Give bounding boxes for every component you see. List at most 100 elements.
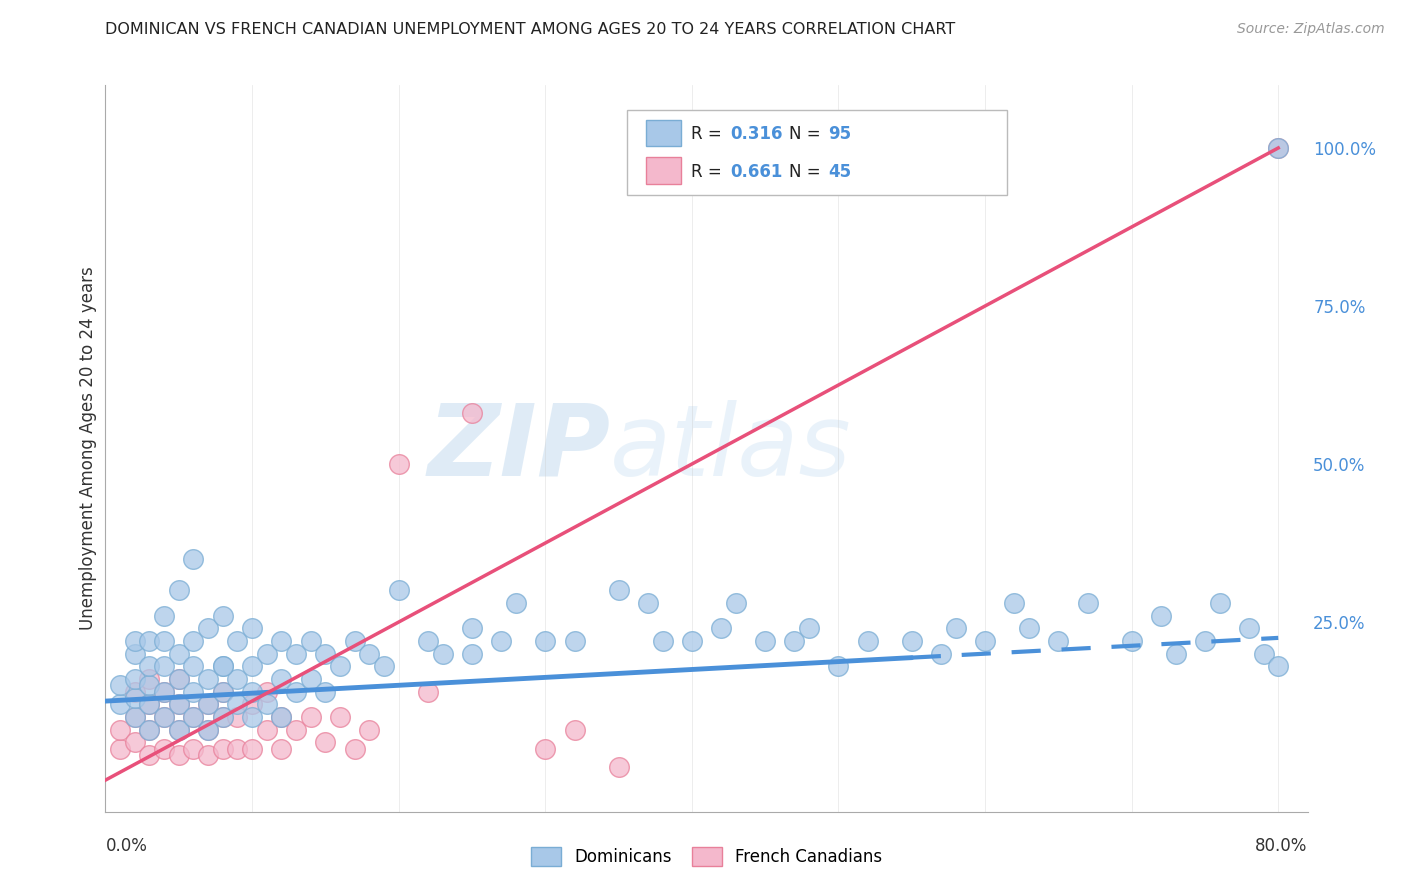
Text: N =: N = [789,162,825,181]
Point [1194,634,1216,648]
Point [240,621,263,635]
Point [211,710,233,724]
Point [1121,634,1143,648]
Point [432,647,454,661]
Point [153,710,176,724]
Point [1208,596,1230,610]
Point [461,647,484,661]
Point [783,634,806,648]
Point [124,690,146,705]
Point [226,741,249,756]
Point [167,723,190,737]
Text: ZIP: ZIP [427,400,610,497]
Point [138,698,160,712]
Point [505,596,527,610]
Point [285,684,308,698]
Point [124,735,146,749]
Point [359,647,381,661]
Text: Source: ZipAtlas.com: Source: ZipAtlas.com [1237,22,1385,37]
Point [256,723,278,737]
Point [1267,141,1289,155]
Point [211,659,233,673]
Point [183,634,205,648]
Point [1237,621,1260,635]
Text: 0.0%: 0.0% [105,838,148,855]
Point [607,583,630,598]
Point [183,710,205,724]
Point [1267,141,1289,155]
Point [651,634,673,648]
Point [359,723,381,737]
Point [167,723,190,737]
Text: 95: 95 [828,125,852,143]
Point [270,634,292,648]
Point [138,659,160,673]
Point [240,659,263,673]
Point [167,672,190,686]
Point [240,684,263,698]
Point [256,684,278,698]
Point [153,608,176,623]
Point [124,634,146,648]
Point [211,684,233,698]
Point [1150,608,1173,623]
Point [153,741,176,756]
Point [197,723,219,737]
Point [138,723,160,737]
Point [491,634,513,648]
Point [607,760,630,774]
Text: atlas: atlas [610,400,852,497]
Point [270,741,292,756]
Point [270,672,292,686]
Point [183,684,205,698]
Point [1047,634,1070,648]
Point [153,659,176,673]
Point [373,659,395,673]
Point [416,634,439,648]
Point [183,741,205,756]
Point [197,747,219,762]
Point [1164,647,1187,661]
Text: 0.316: 0.316 [730,125,783,143]
Point [945,621,967,635]
Point [138,678,160,692]
Point [314,684,336,698]
Text: 80.0%: 80.0% [1256,838,1308,855]
Point [138,634,160,648]
Point [211,741,233,756]
Point [226,698,249,712]
Point [167,647,190,661]
Point [710,621,733,635]
Y-axis label: Unemployment Among Ages 20 to 24 years: Unemployment Among Ages 20 to 24 years [79,267,97,630]
Point [900,634,922,648]
Point [929,647,952,661]
Point [183,659,205,673]
Point [240,741,263,756]
Point [211,659,233,673]
Point [754,634,776,648]
Point [1267,659,1289,673]
Point [564,634,586,648]
Point [299,634,322,648]
Point [183,552,205,566]
Legend: Dominicans, French Canadians: Dominicans, French Canadians [524,840,889,872]
Text: R =: R = [690,162,727,181]
Point [285,647,308,661]
Point [416,684,439,698]
Point [461,621,484,635]
Point [1077,596,1099,610]
Point [153,684,176,698]
Text: R =: R = [690,125,727,143]
Point [343,634,366,648]
Point [211,608,233,623]
Point [329,710,352,724]
Point [167,698,190,712]
Point [167,747,190,762]
Point [681,634,703,648]
Point [138,672,160,686]
Point [153,684,176,698]
Point [197,698,219,712]
Point [240,710,263,724]
Point [138,723,160,737]
Text: N =: N = [789,125,825,143]
